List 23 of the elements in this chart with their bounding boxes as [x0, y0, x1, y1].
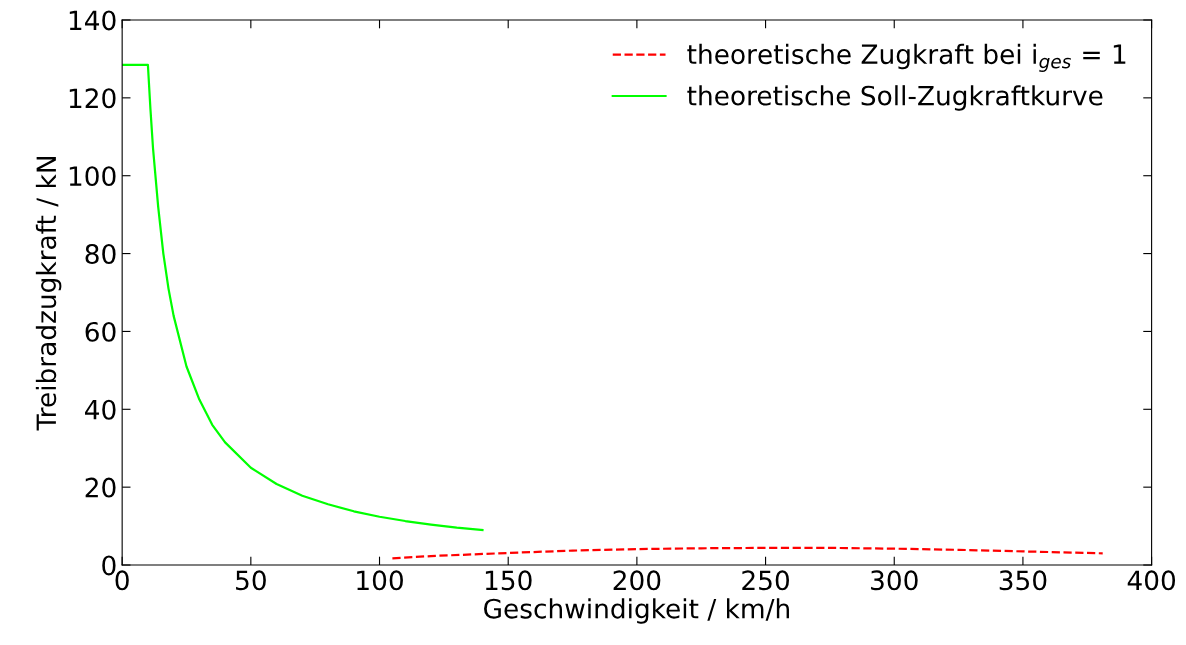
- y-tick-label: 140: [69, 10, 116, 31]
- x-tick-label: 200: [613, 570, 661, 591]
- y-tick-label: 40: [85, 399, 116, 420]
- x-tick-label: 100: [357, 570, 403, 591]
- y-tick-label: 80: [85, 244, 116, 264]
- y-tick-label: 100: [69, 166, 116, 187]
- x-tick-label: 50: [236, 570, 266, 591]
- y-tick-label: 120: [69, 88, 116, 109]
- line-series: [391, 546, 1104, 560]
- y-tick-label: 60: [85, 321, 116, 342]
- x-tick-label: 350: [999, 570, 1047, 591]
- x-tick-label: 300: [871, 570, 918, 591]
- y-axis-title: Treibradzugkraft / kN: [35, 157, 62, 431]
- legend-label: theoretische Soll-Zugkraftkurve: [687, 85, 1103, 111]
- x-tick-label: 250: [742, 570, 789, 591]
- x-tick-label: 0: [115, 570, 129, 591]
- legend-label: theoretische Zugkraft bei i$_{ges}$ = 1: [687, 43, 1126, 72]
- y-tick-label: 0: [102, 555, 116, 576]
- x-axis-title: Geschwindigkeit / km/h: [484, 598, 789, 624]
- x-tick-label: 400: [1127, 570, 1176, 591]
- y-tick-label: 20: [85, 477, 116, 498]
- line-series: [122, 63, 484, 532]
- x-tick-label: 150: [485, 570, 532, 591]
